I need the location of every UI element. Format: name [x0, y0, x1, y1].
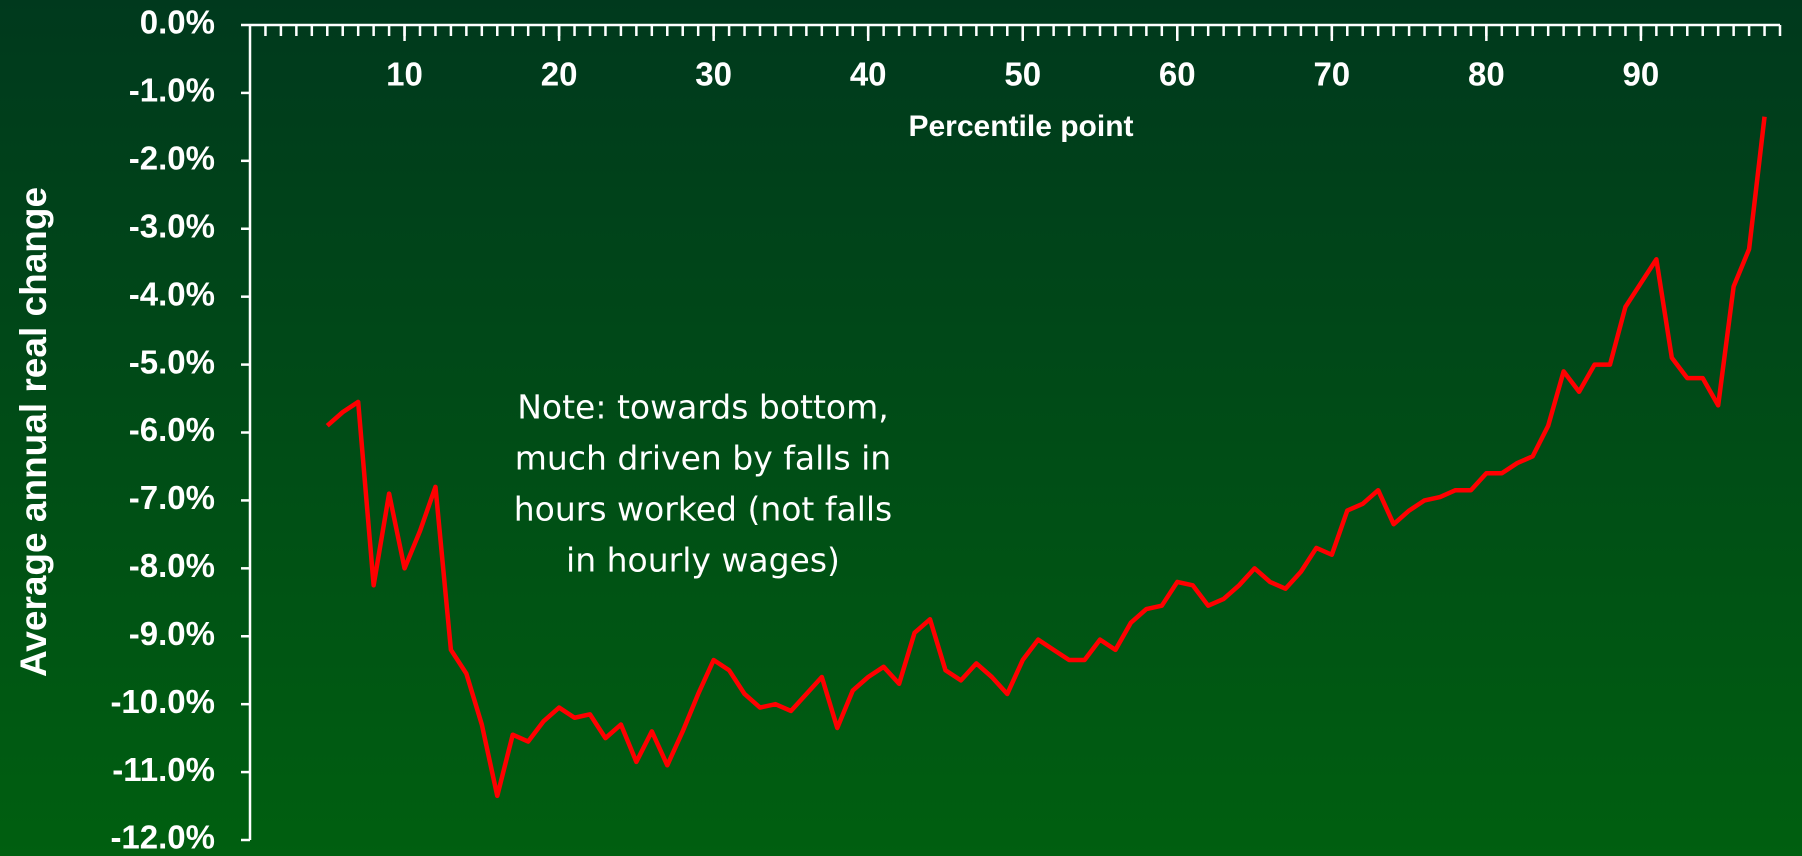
- y-tick-label: -4.0%: [129, 275, 215, 312]
- x-tick-label: 80: [1468, 56, 1505, 93]
- annotation: hours worked (not falls: [514, 490, 892, 529]
- x-tick-label: 60: [1159, 56, 1196, 93]
- annotation: in hourly wages): [566, 541, 840, 580]
- y-tick-label: -11.0%: [112, 751, 215, 788]
- y-tick-label: -3.0%: [129, 207, 215, 244]
- y-tick-label: -2.0%: [129, 140, 215, 177]
- y-tick-label: -1.0%: [129, 72, 215, 109]
- y-tick-label: 0.0%: [140, 4, 215, 41]
- x-tick-label: 10: [386, 56, 423, 93]
- y-axis-title: Average annual real change: [13, 187, 54, 677]
- x-tick-label: 50: [1004, 56, 1041, 93]
- x-axis-title: Percentile point: [908, 110, 1133, 143]
- x-tick-label: 70: [1313, 56, 1350, 93]
- x-tick-label: 20: [541, 56, 578, 93]
- annotation: much driven by falls in: [515, 439, 891, 478]
- y-tick-label: -8.0%: [129, 547, 215, 584]
- y-tick-label: -7.0%: [129, 479, 215, 516]
- x-tick-label: 30: [695, 56, 732, 93]
- x-tick-label: 90: [1623, 56, 1660, 93]
- y-tick-label: -6.0%: [129, 411, 215, 448]
- y-tick-label: -10.0%: [110, 683, 215, 720]
- y-tick-label: -12.0%: [110, 819, 215, 856]
- line-series: [325, 116, 1767, 799]
- y-tick-label: -5.0%: [129, 343, 215, 380]
- x-tick-label: 40: [850, 56, 887, 93]
- y-tick-label: -9.0%: [129, 615, 215, 652]
- annotation: Note: towards bottom,: [517, 388, 889, 427]
